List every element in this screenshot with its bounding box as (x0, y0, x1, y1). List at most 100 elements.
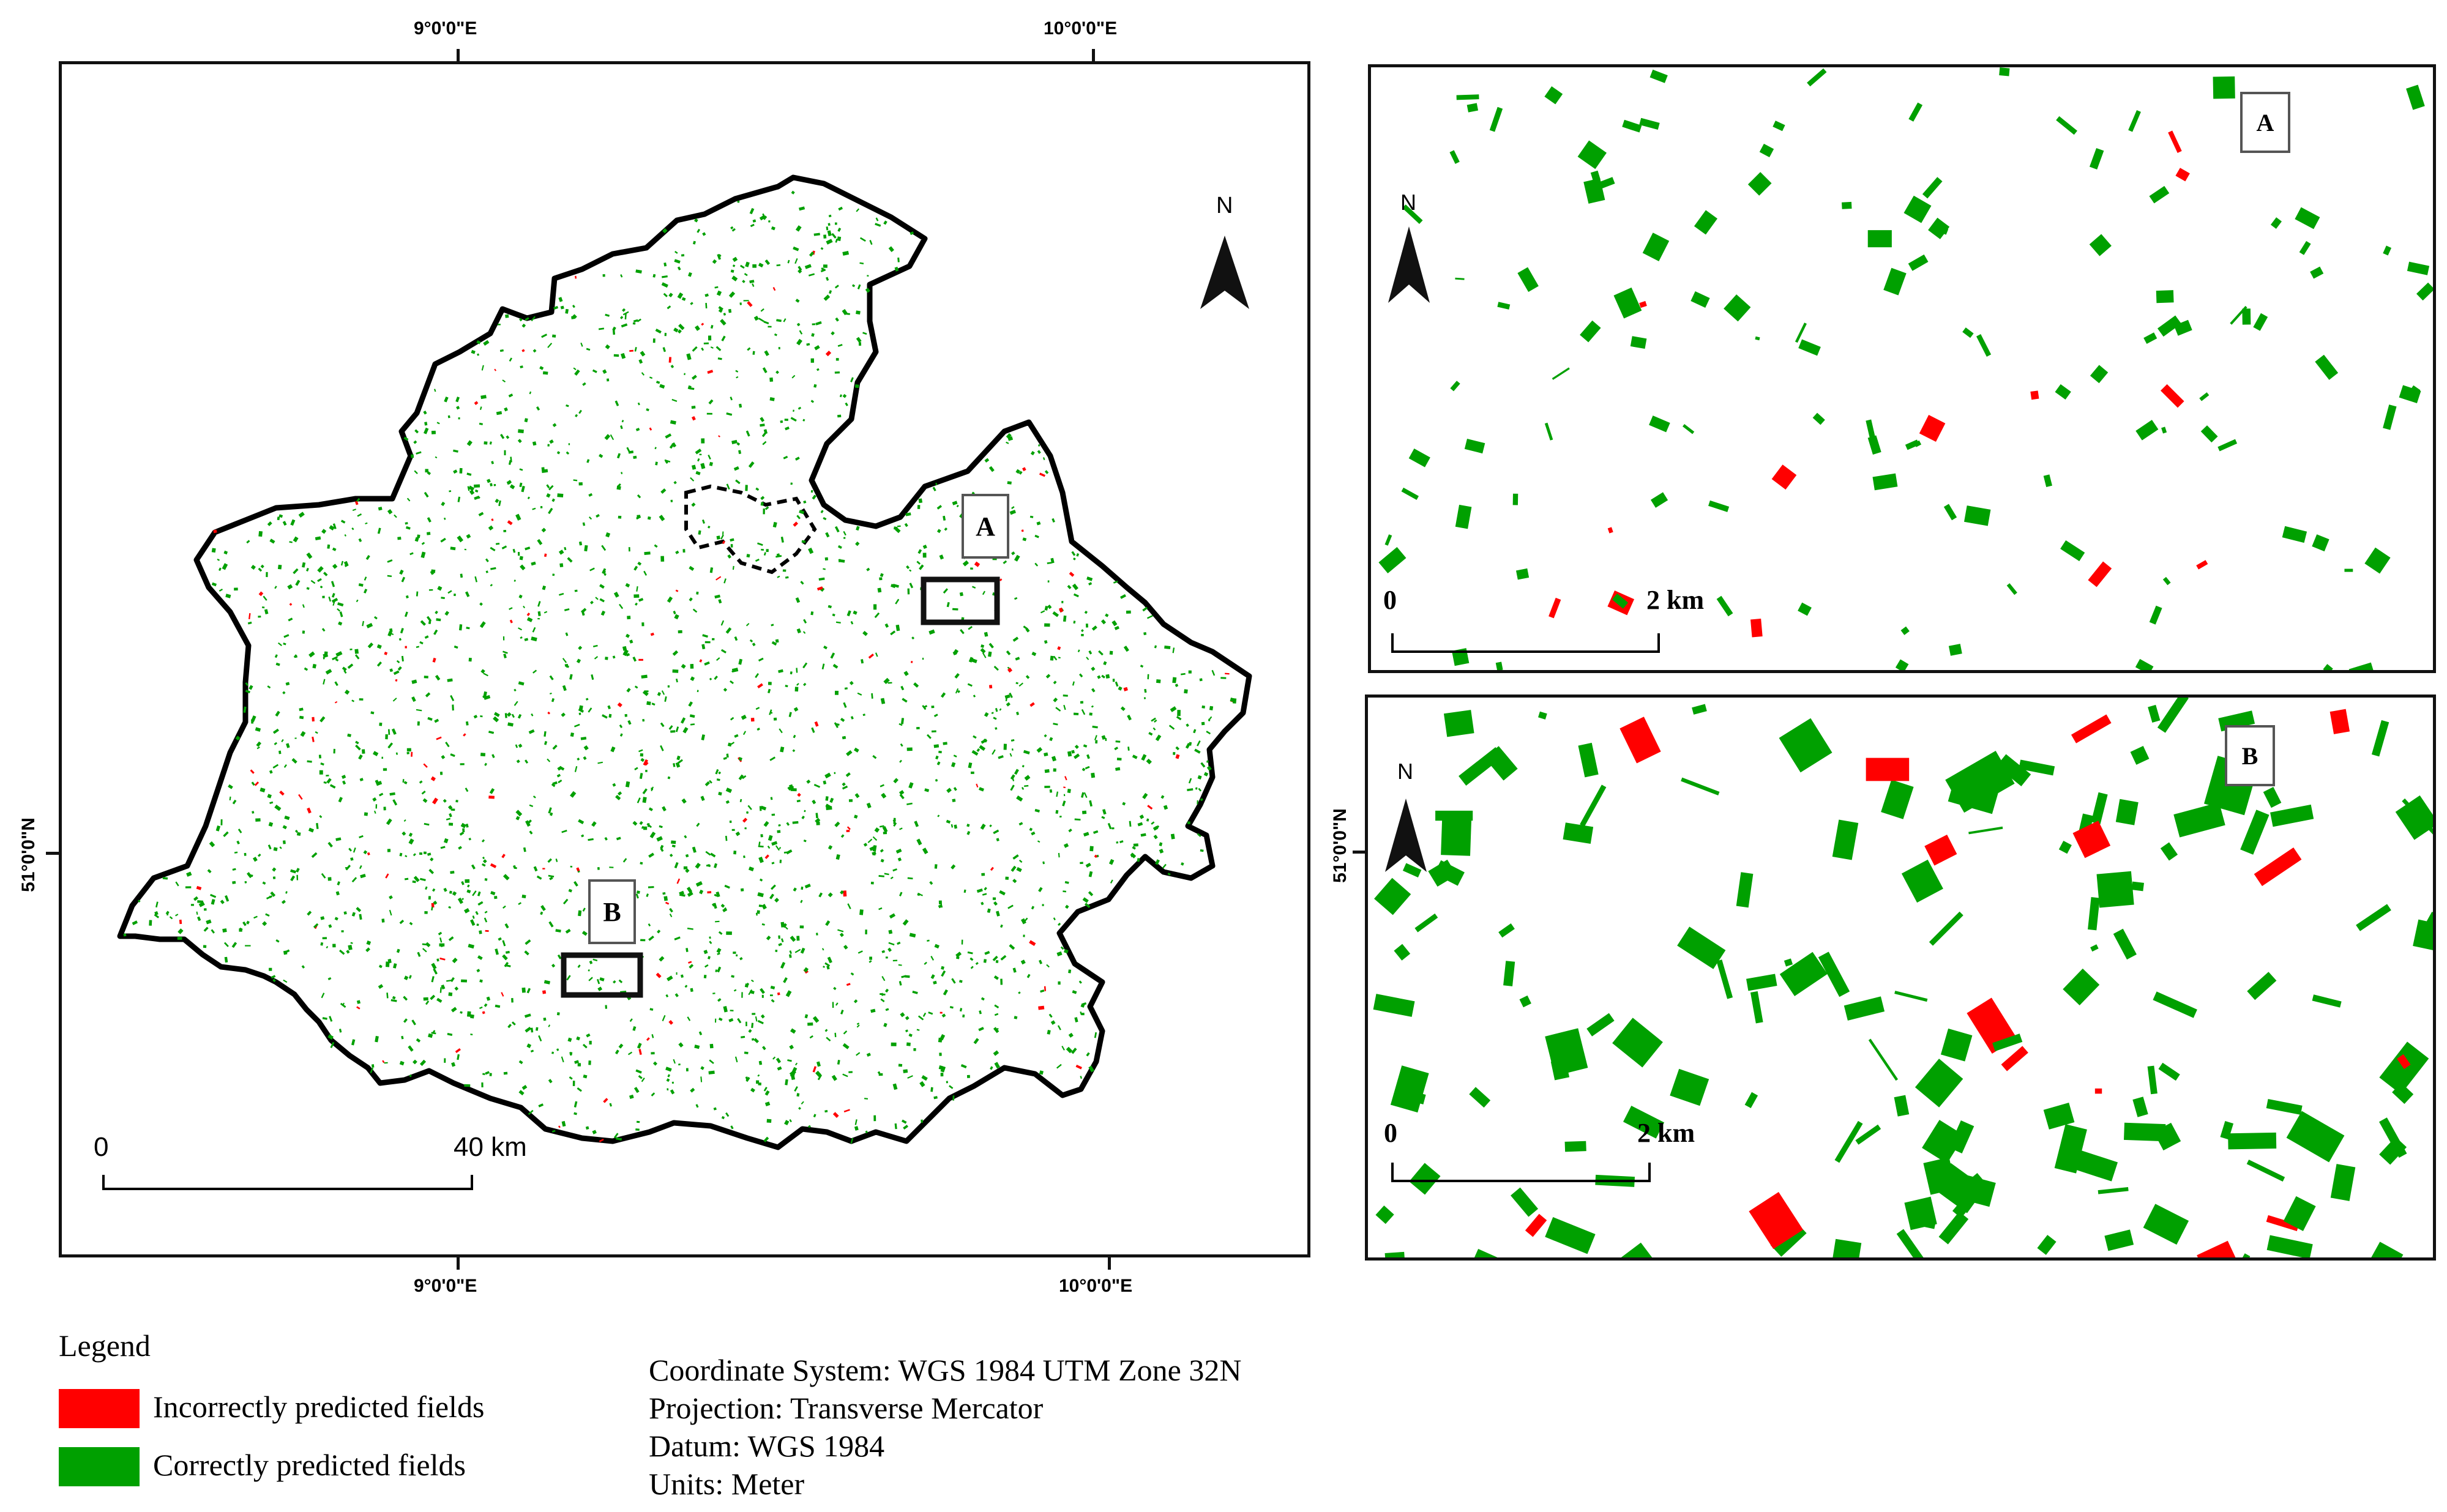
field-speck (783, 977, 788, 983)
field-polygon (2030, 390, 2039, 400)
field-speck (1080, 862, 1083, 865)
field-speck (973, 695, 976, 698)
field-speck (824, 772, 831, 779)
field-speck (723, 578, 727, 584)
field-speck (1114, 625, 1119, 630)
field-speck (718, 1017, 723, 1021)
field-speck (414, 537, 419, 542)
field-speck (1021, 529, 1024, 532)
field-speck (902, 698, 908, 703)
field-speck (503, 1071, 508, 1075)
field-speck (427, 517, 431, 523)
field-speck (832, 663, 839, 669)
field-speck (411, 679, 417, 684)
field-speck (293, 536, 299, 543)
field-speck (298, 794, 303, 800)
field-speck (939, 1052, 942, 1056)
field-speck (322, 1017, 327, 1020)
field-speck (408, 975, 412, 979)
field-speck (803, 682, 807, 687)
field-speck (340, 1002, 346, 1008)
field-speck (973, 735, 977, 739)
field-polygon (1549, 597, 1561, 619)
field-speck (356, 907, 362, 912)
field-speck (758, 841, 761, 846)
field-speck (905, 512, 911, 516)
field-speck (419, 641, 424, 645)
field-speck (640, 351, 646, 357)
field-speck (895, 598, 900, 605)
field-polygon (2115, 799, 2139, 825)
field-speck (387, 631, 392, 637)
field-speck (626, 688, 631, 693)
field-speck (1034, 562, 1039, 567)
field-speck (941, 970, 946, 977)
field-speck (888, 942, 895, 946)
field-speck (566, 975, 571, 981)
field-polygon (2263, 787, 2282, 808)
field-speck (697, 228, 701, 233)
field-speck (671, 840, 676, 844)
field-speck (697, 690, 699, 693)
field-speck (750, 223, 755, 228)
field-speck (453, 449, 458, 453)
field-speck (768, 326, 772, 328)
field-speck (834, 222, 837, 225)
field-speck (748, 866, 754, 871)
field-speck (274, 586, 277, 589)
field-speck (470, 919, 476, 926)
field-speck (410, 454, 414, 458)
field-speck (395, 679, 398, 682)
field-speck (981, 901, 984, 906)
field-speck (575, 414, 578, 417)
field-speck (718, 931, 723, 935)
field-speck (761, 431, 767, 438)
field-speck (764, 1090, 770, 1096)
field-speck (482, 859, 487, 863)
field-speck (1040, 989, 1045, 993)
field-speck (880, 784, 884, 788)
field-speck (1034, 808, 1040, 813)
field-speck (1088, 650, 1093, 655)
field-speck (588, 838, 594, 841)
field-polygon (1957, 1174, 1996, 1207)
field-speck (766, 549, 769, 553)
field-speck (856, 1022, 860, 1026)
field-speck (627, 720, 632, 725)
field-speck (757, 542, 763, 546)
field-speck (1036, 747, 1043, 753)
field-speck (1085, 624, 1089, 628)
field-speck (605, 313, 610, 317)
field-speck (1206, 760, 1209, 763)
field-speck (439, 937, 443, 943)
field-speck (576, 867, 580, 872)
field-speck (466, 889, 471, 893)
field-polygon (2247, 972, 2277, 1000)
field-speck (718, 306, 723, 311)
field-speck (323, 657, 325, 660)
field-speck (834, 722, 839, 728)
field-speck (528, 729, 535, 734)
field-speck (837, 344, 843, 347)
field-speck (667, 1088, 669, 1091)
field-speck (1023, 917, 1028, 923)
field-speck (670, 420, 676, 425)
field-speck (638, 749, 643, 753)
field-speck (1093, 830, 1099, 834)
field-speck (457, 897, 463, 904)
field-speck (573, 367, 577, 370)
field-speck (1062, 800, 1066, 806)
field-speck (700, 795, 705, 802)
field-speck (732, 565, 734, 570)
field-speck (578, 819, 585, 825)
field-speck (1142, 606, 1148, 612)
field-speck (1175, 746, 1179, 751)
field-speck (940, 1066, 946, 1073)
info-coordinate-system: Coordinate System: WGS 1984 UTM Zone 32N (649, 1353, 1242, 1387)
field-speck (675, 589, 679, 592)
field-speck (327, 877, 332, 881)
field-speck (264, 609, 269, 615)
field-speck (332, 523, 337, 529)
field-speck (394, 514, 397, 518)
field-polygon (2242, 308, 2251, 325)
